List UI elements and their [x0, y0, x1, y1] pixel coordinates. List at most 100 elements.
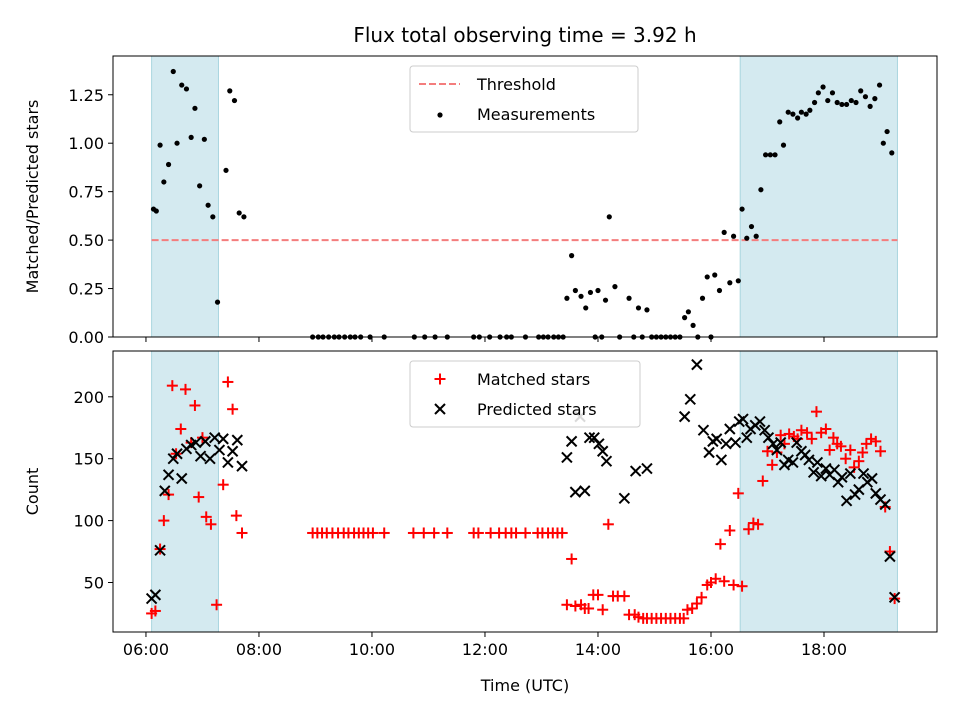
predicted-star-point	[774, 436, 787, 449]
matched-star-point	[835, 440, 847, 452]
matched-star-point	[710, 573, 722, 585]
predicted-star-point	[762, 431, 775, 444]
matched-star-point	[230, 510, 242, 522]
measurement-point	[884, 128, 890, 135]
matched-star-point	[597, 604, 609, 616]
matched-star-point	[556, 527, 568, 539]
measurement-point	[867, 103, 873, 109]
matched-star-point	[714, 538, 726, 550]
predicted-star-point	[866, 472, 878, 485]
matched-star-point	[602, 518, 614, 530]
predicted-star-point	[678, 410, 691, 423]
measurement-point	[569, 253, 575, 259]
predicted-star-point	[561, 451, 573, 464]
measurement-point	[739, 206, 745, 212]
x-tick-label: 18:00	[801, 640, 847, 659]
x-tick-label: 10:00	[349, 640, 395, 659]
y-tick-label: 0.00	[68, 328, 104, 347]
y-tick-label: 1.00	[68, 134, 104, 153]
legend-matched-swatch	[434, 373, 446, 385]
measurement-point	[595, 287, 601, 294]
shaded-range-1	[151, 350, 219, 633]
measurement-point	[227, 88, 233, 94]
matched-star-point	[428, 527, 440, 539]
top-plot-frame	[112, 55, 938, 338]
matched-star-point	[378, 527, 390, 539]
measurement-point	[170, 68, 176, 75]
matched-star-point	[681, 604, 693, 616]
measurement-point	[811, 99, 818, 106]
predicted-star-point	[222, 456, 234, 469]
matched-star-point	[844, 444, 856, 456]
matched-star-point	[840, 453, 852, 465]
matched-star-point	[149, 605, 161, 617]
x-tick-label: 14:00	[575, 640, 621, 659]
predicted-star-point	[588, 431, 600, 444]
predicted-star-point	[593, 438, 605, 450]
matched-star-point	[236, 527, 248, 539]
measurement-point	[889, 150, 895, 156]
measurement-point	[602, 297, 609, 303]
measurement-point	[201, 136, 207, 142]
measurement-point	[853, 99, 859, 106]
measurement-point	[748, 223, 755, 230]
measurement-point	[578, 293, 584, 299]
predicted-star-point	[803, 454, 815, 466]
measurement-point	[744, 235, 750, 241]
measurement-point	[188, 134, 194, 140]
predicted-star-point	[204, 452, 216, 465]
measurement-point	[165, 161, 172, 168]
measurement-point	[635, 305, 642, 311]
measurement-point	[767, 152, 773, 158]
measurement-point	[798, 109, 804, 115]
predicted-star-point	[569, 486, 582, 498]
measurement-point	[214, 299, 221, 305]
legend-threshold-label: Threshold	[476, 75, 556, 94]
matched-star-point	[783, 428, 795, 440]
matched-star-point	[367, 527, 379, 539]
measurement-point	[699, 295, 706, 301]
y-tick-label: 0.50	[68, 231, 104, 250]
predicted-star-point	[691, 358, 703, 371]
top-legend: Threshold Measurements	[409, 65, 639, 133]
shaded-range-1	[151, 55, 219, 338]
predicted-star-point	[641, 462, 653, 475]
matched-star-point	[180, 383, 192, 395]
matched-star-point	[592, 589, 604, 601]
predicted-star-point	[629, 465, 642, 477]
matched-star-point	[743, 523, 755, 535]
measurement-point	[572, 287, 578, 294]
shaded-range-2	[739, 55, 898, 338]
matched-star-point	[728, 579, 740, 591]
predicted-star-point	[199, 435, 211, 448]
measurement-point	[730, 233, 737, 239]
matched-star-point	[810, 406, 822, 418]
measurement-point	[763, 152, 769, 158]
matched-star-point	[757, 475, 769, 487]
predicted-star-point	[870, 487, 882, 500]
matched-star-point	[407, 527, 419, 539]
predicted-star-point	[720, 438, 732, 450]
legend-matched-label: Matched stars	[477, 370, 590, 389]
measurement-point	[735, 278, 741, 284]
measurement-point	[587, 289, 594, 296]
predicted-star-point	[176, 472, 188, 485]
predicted-star-point	[729, 436, 742, 449]
predicted-star-point	[684, 393, 696, 405]
measurement-point	[848, 97, 854, 104]
measurement-point	[758, 187, 764, 193]
measurement-point	[772, 152, 778, 158]
legend-measurements-label: Measurements	[477, 105, 595, 124]
measurement-point	[839, 101, 845, 108]
measurement-point	[161, 179, 167, 185]
measurement-point	[834, 99, 840, 106]
measurement-point	[862, 94, 869, 100]
matched-star-point	[696, 591, 708, 603]
measurement-point	[704, 274, 710, 280]
predicted-star-point	[190, 436, 202, 449]
measurement-point	[685, 309, 691, 315]
matched-star-point	[827, 432, 839, 444]
measurement-point	[825, 97, 831, 104]
legend-x-glyph	[434, 403, 446, 415]
